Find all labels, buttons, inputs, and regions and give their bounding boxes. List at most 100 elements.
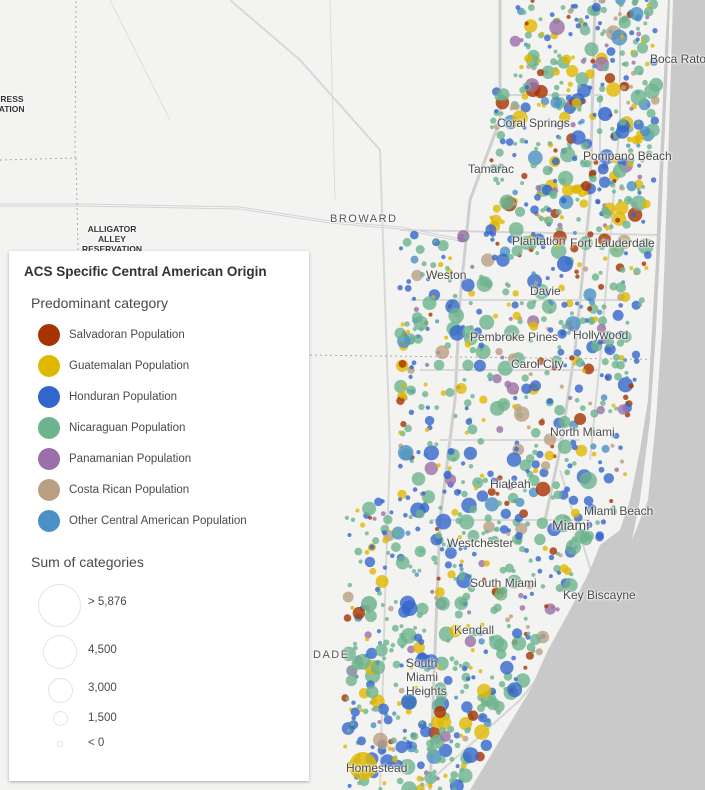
population-point[interactable]	[547, 141, 552, 146]
population-point[interactable]	[551, 157, 560, 166]
population-point[interactable]	[409, 365, 414, 370]
population-point[interactable]	[497, 88, 510, 101]
population-point[interactable]	[499, 138, 506, 145]
population-point[interactable]	[439, 601, 444, 606]
population-point[interactable]	[415, 509, 425, 519]
population-point[interactable]	[615, 125, 630, 139]
population-point[interactable]	[629, 158, 635, 164]
population-point[interactable]	[611, 29, 628, 46]
population-point[interactable]	[513, 395, 518, 401]
population-point[interactable]	[463, 683, 470, 690]
population-point[interactable]	[403, 513, 408, 518]
population-point[interactable]	[383, 639, 390, 646]
population-point[interactable]	[624, 251, 628, 256]
population-point[interactable]	[354, 547, 363, 556]
population-point[interactable]	[390, 642, 396, 648]
population-point[interactable]	[437, 261, 444, 268]
population-point[interactable]	[551, 364, 557, 371]
population-point[interactable]	[575, 197, 580, 202]
population-point[interactable]	[512, 102, 520, 111]
population-point[interactable]	[507, 528, 511, 533]
population-point[interactable]	[413, 334, 423, 344]
population-point[interactable]	[522, 125, 527, 130]
population-point[interactable]	[536, 102, 541, 107]
population-point[interactable]	[538, 419, 545, 426]
population-point[interactable]	[553, 565, 561, 573]
population-point[interactable]	[579, 317, 587, 325]
population-point[interactable]	[445, 547, 457, 559]
population-point[interactable]	[643, 251, 652, 259]
population-point[interactable]	[644, 0, 649, 3]
population-point[interactable]	[442, 697, 447, 702]
population-point[interactable]	[453, 576, 458, 581]
population-point[interactable]	[620, 186, 625, 191]
population-point[interactable]	[547, 327, 554, 333]
population-point[interactable]	[464, 399, 472, 407]
population-point[interactable]	[426, 277, 430, 282]
population-point[interactable]	[560, 197, 567, 204]
population-point[interactable]	[633, 271, 638, 276]
population-point[interactable]	[351, 700, 356, 705]
population-point[interactable]	[639, 126, 651, 137]
population-point[interactable]	[617, 12, 622, 17]
population-point[interactable]	[450, 771, 459, 779]
population-point[interactable]	[413, 306, 419, 312]
population-point[interactable]	[377, 738, 389, 750]
population-point[interactable]	[525, 469, 530, 474]
population-point[interactable]	[526, 631, 531, 636]
population-point[interactable]	[406, 329, 411, 334]
population-point[interactable]	[406, 385, 416, 396]
population-point[interactable]	[618, 354, 625, 361]
population-point[interactable]	[382, 565, 387, 570]
population-point[interactable]	[395, 740, 408, 754]
population-point[interactable]	[575, 301, 579, 306]
population-point[interactable]	[536, 450, 544, 458]
population-point[interactable]	[600, 6, 607, 14]
population-point[interactable]	[524, 54, 533, 63]
population-point[interactable]	[402, 237, 412, 247]
population-point[interactable]	[613, 16, 618, 21]
population-point[interactable]	[455, 517, 463, 525]
population-point[interactable]	[536, 141, 541, 147]
population-point[interactable]	[652, 28, 658, 34]
population-point[interactable]	[476, 490, 489, 502]
population-point[interactable]	[490, 214, 502, 226]
population-point[interactable]	[584, 191, 589, 196]
population-point[interactable]	[417, 568, 422, 573]
population-point[interactable]	[567, 8, 574, 14]
population-point[interactable]	[449, 756, 455, 762]
population-point[interactable]	[507, 574, 522, 589]
population-point[interactable]	[610, 126, 615, 132]
population-point[interactable]	[553, 148, 558, 153]
population-point[interactable]	[381, 530, 387, 536]
population-point[interactable]	[421, 261, 427, 267]
population-point[interactable]	[408, 564, 413, 569]
population-point[interactable]	[384, 617, 389, 621]
population-point[interactable]	[505, 481, 515, 490]
population-point[interactable]	[491, 254, 498, 261]
population-point[interactable]	[534, 533, 546, 546]
population-point[interactable]	[530, 231, 536, 237]
population-point[interactable]	[519, 459, 532, 472]
population-point[interactable]	[424, 427, 430, 432]
population-point[interactable]	[460, 461, 466, 466]
population-point[interactable]	[383, 715, 393, 725]
population-point[interactable]	[588, 303, 599, 314]
population-point[interactable]	[579, 304, 584, 309]
population-point[interactable]	[579, 471, 597, 490]
population-point[interactable]	[616, 339, 625, 347]
population-point[interactable]	[574, 269, 579, 275]
population-point[interactable]	[557, 170, 574, 187]
population-point[interactable]	[575, 444, 588, 457]
population-point[interactable]	[626, 181, 637, 192]
population-point[interactable]	[580, 159, 585, 164]
population-point[interactable]	[579, 199, 589, 208]
population-point[interactable]	[460, 689, 465, 694]
population-point[interactable]	[524, 19, 538, 33]
population-point[interactable]	[469, 346, 476, 354]
population-point[interactable]	[559, 177, 567, 185]
population-point[interactable]	[570, 439, 577, 446]
population-point[interactable]	[375, 660, 380, 665]
population-point[interactable]	[524, 21, 529, 26]
population-point[interactable]	[521, 172, 528, 180]
